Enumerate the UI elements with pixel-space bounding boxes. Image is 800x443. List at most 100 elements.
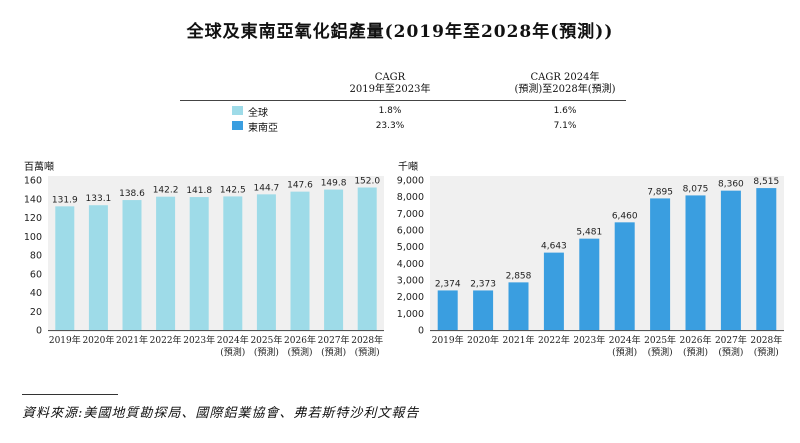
x-tick-label: 2020年 (467, 334, 499, 346)
bar-value-label: 142.2 (153, 186, 179, 196)
bar-value-label: 131.9 (52, 195, 78, 205)
x-tick-sublabel: (預測) (648, 346, 673, 358)
cagr-sea-v1: 23.3% (375, 121, 405, 131)
bar-value-label: 2,373 (470, 279, 496, 289)
cagr-rule (180, 100, 626, 101)
bar (720, 190, 741, 330)
bar (357, 187, 377, 330)
bar-value-label: 8,075 (683, 184, 709, 194)
bar-value-label: 5,481 (576, 228, 602, 238)
y-tick-label: 20 (30, 307, 42, 318)
x-tick-label: 2023年 (573, 334, 605, 346)
x-tick-label: 2027年 (715, 334, 747, 346)
x-tick-sublabel: (預測) (287, 346, 312, 358)
bar (473, 290, 494, 330)
bar-value-label: 2,374 (435, 279, 461, 289)
bar (614, 222, 635, 330)
bar (437, 290, 458, 330)
x-tick-label: 2022年 (538, 334, 570, 346)
bar-value-label: 149.8 (321, 179, 347, 189)
y-tick-label: 8,000 (397, 192, 424, 203)
x-tick-label: 2020年 (82, 334, 114, 346)
bar (579, 238, 600, 330)
y-tick-label: 5,000 (397, 242, 424, 253)
legend-label-global: 全球 (248, 108, 268, 119)
x-tick-label: 2024年 (217, 334, 249, 346)
chart-title: 全球及東南亞氧化鋁產量(2019年至2028年(預測)) (186, 22, 614, 42)
y-tick-label: 140 (24, 194, 42, 205)
x-tick-label: 2027年 (318, 334, 350, 346)
y-tick-label: 7,000 (397, 209, 424, 220)
y-tick-label: 0 (418, 326, 424, 337)
legend-swatch-sea (232, 121, 243, 130)
x-tick-label: 2026年 (284, 334, 316, 346)
bar-value-label: 142.5 (220, 185, 246, 195)
y-tick-label: 2,000 (397, 292, 424, 303)
bar (290, 191, 310, 330)
bar-value-label: 4,643 (541, 242, 567, 252)
left-unit-label: 百萬噸 (24, 162, 54, 173)
x-tick-sublabel: (預測) (355, 346, 380, 358)
y-tick-label: 120 (24, 213, 42, 224)
bar-value-label: 7,895 (647, 187, 673, 197)
cagr-global-v2: 1.6% (553, 106, 577, 116)
cagr-sea-v2: 7.1% (553, 121, 577, 131)
bar (122, 200, 142, 330)
x-tick-sublabel: (預測) (321, 346, 346, 358)
cagr-col1-line2: 2019年至2023年 (349, 84, 431, 95)
bar (508, 282, 529, 330)
y-tick-label: 80 (30, 251, 42, 262)
bar-value-label: 8,360 (718, 180, 744, 190)
x-tick-label: 2024年 (609, 334, 641, 346)
x-tick-label: 2019年 (49, 334, 81, 346)
cagr-table: CAGR 2019年至2023年 CAGR 2024年 (預測)至2028年(預… (180, 72, 626, 138)
y-tick-label: 6,000 (397, 226, 424, 237)
x-tick-sublabel: (預測) (220, 346, 245, 358)
x-tick-label: 2023年 (183, 334, 215, 346)
bar (223, 196, 243, 330)
bar (55, 206, 75, 330)
bar-value-label: 6,460 (612, 211, 638, 221)
bar-value-label: 138.6 (119, 189, 145, 199)
bar (256, 194, 276, 330)
y-tick-label: 1,000 (397, 309, 424, 320)
x-tick-label: 2022年 (150, 334, 182, 346)
bar (156, 196, 176, 330)
bar-value-label: 133.1 (86, 194, 112, 204)
bar-value-label: 144.7 (254, 183, 280, 193)
bar (685, 195, 706, 330)
legend-swatch-global (232, 106, 243, 115)
x-tick-label: 2025年 (644, 334, 676, 346)
bar (88, 205, 108, 330)
x-tick-label: 2019年 (432, 334, 464, 346)
bar-value-label: 152.0 (354, 177, 380, 187)
x-tick-label: 2021年 (503, 334, 535, 346)
x-tick-sublabel: (預測) (718, 346, 743, 358)
bar (189, 197, 209, 330)
right-unit-label: 千噸 (398, 162, 418, 173)
x-tick-sublabel: (預測) (754, 346, 779, 358)
bar (650, 198, 671, 330)
y-tick-label: 0 (36, 326, 42, 337)
x-tick-label: 2028年 (351, 334, 383, 346)
x-tick-sublabel: (預測) (683, 346, 708, 358)
bar-value-label: 2,858 (506, 271, 532, 281)
cagr-col2-line1: CAGR 2024年 (530, 72, 600, 83)
cagr-col2-header: CAGR 2024年 (預測)至2028年(預測) (490, 72, 640, 96)
bar (756, 188, 777, 330)
bar-value-label: 8,515 (753, 177, 779, 187)
x-tick-sublabel: (預測) (254, 346, 279, 358)
x-tick-label: 2028年 (750, 334, 782, 346)
cagr-col1-header: CAGR 2019年至2023年 (330, 72, 450, 96)
legend-label-sea: 東南亞 (248, 123, 278, 134)
y-tick-label: 4,000 (397, 259, 424, 270)
source-note: 資料來源:美國地質勘探局、國際鋁業協會、弗若斯特沙利文報告 (22, 406, 420, 421)
cagr-col1-line1: CAGR (374, 72, 406, 83)
y-tick-label: 60 (30, 269, 42, 280)
bar-value-label: 147.6 (287, 181, 313, 191)
source-rule (22, 394, 118, 395)
x-tick-label: 2025年 (250, 334, 282, 346)
x-tick-sublabel: (預測) (612, 346, 637, 358)
x-tick-label: 2021年 (116, 334, 148, 346)
